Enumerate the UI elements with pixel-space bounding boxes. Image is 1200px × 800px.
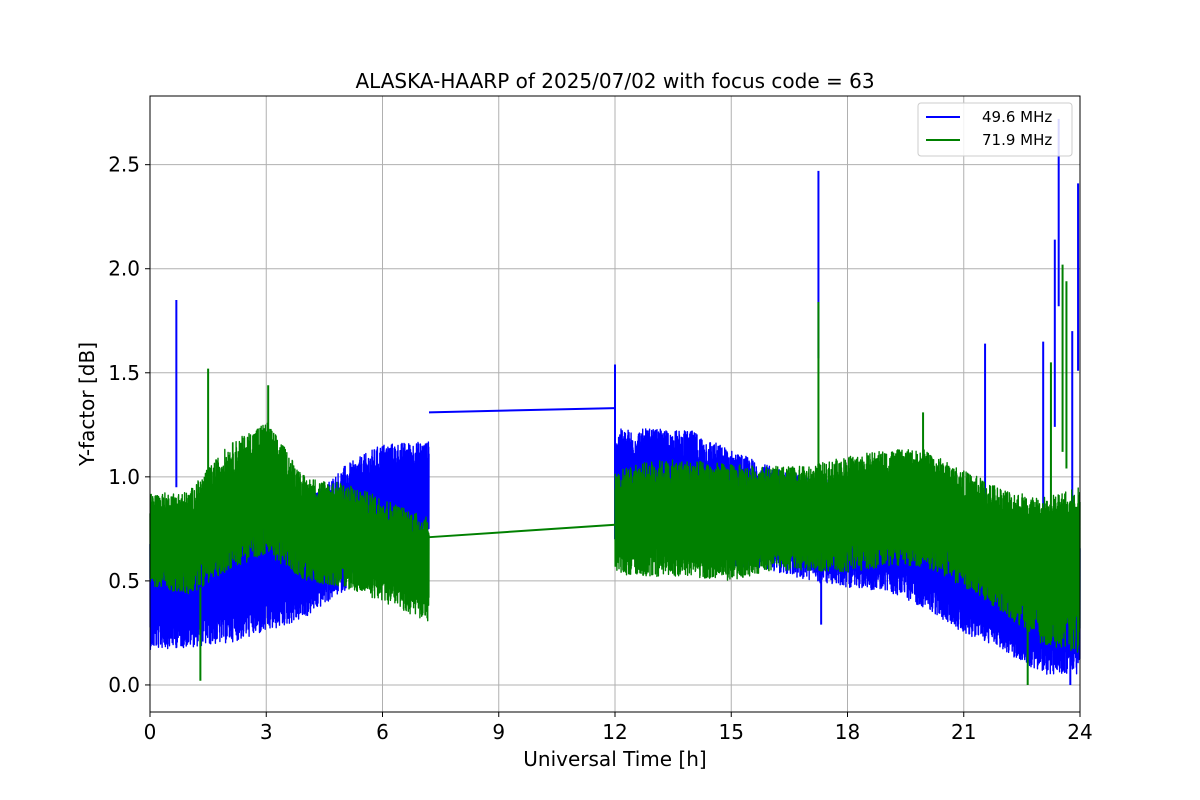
- x-tick-label: 9: [492, 720, 505, 744]
- y-tick-label: 0.5: [108, 569, 140, 593]
- y-tick-label: 2.0: [108, 257, 140, 281]
- x-axis: 0 3 6 9 12 15 18 21 24: [144, 712, 1093, 744]
- y-tick-label: 2.5: [108, 153, 140, 177]
- series-71-9-mhz: [149, 264, 1081, 685]
- x-tick-label: 18: [835, 720, 860, 744]
- legend-label-71-9: 71.9 MHz: [982, 131, 1052, 149]
- y-axis-title: Y-factor [dB]: [75, 342, 99, 467]
- legend-label-49-6: 49.6 MHz: [982, 108, 1052, 126]
- y-tick-label: 1.0: [108, 465, 140, 489]
- gap-bridge-line: [428, 523, 616, 539]
- gap-bridge-line: [428, 407, 616, 414]
- legend: 49.6 MHz 71.9 MHz: [917, 102, 1073, 157]
- x-tick-label: 21: [951, 720, 976, 744]
- x-tick-label: 3: [260, 720, 273, 744]
- y-axis: 0.0 0.5 1.0 1.5 2.0 2.5: [108, 153, 150, 697]
- x-tick-label: 24: [1067, 720, 1092, 744]
- x-tick-label: 12: [602, 720, 627, 744]
- y-tick-label: 0.0: [108, 673, 140, 697]
- series-trace: [614, 449, 1081, 653]
- x-tick-label: 6: [376, 720, 389, 744]
- chart-title: ALASKA-HAARP of 2025/07/02 with focus co…: [355, 69, 874, 93]
- y-tick-label: 1.5: [108, 361, 140, 385]
- plot-area: [149, 118, 1081, 685]
- series-trace: [149, 422, 430, 622]
- x-axis-title: Universal Time [h]: [523, 747, 706, 771]
- x-tick-label: 15: [719, 720, 744, 744]
- x-tick-label: 0: [144, 720, 157, 744]
